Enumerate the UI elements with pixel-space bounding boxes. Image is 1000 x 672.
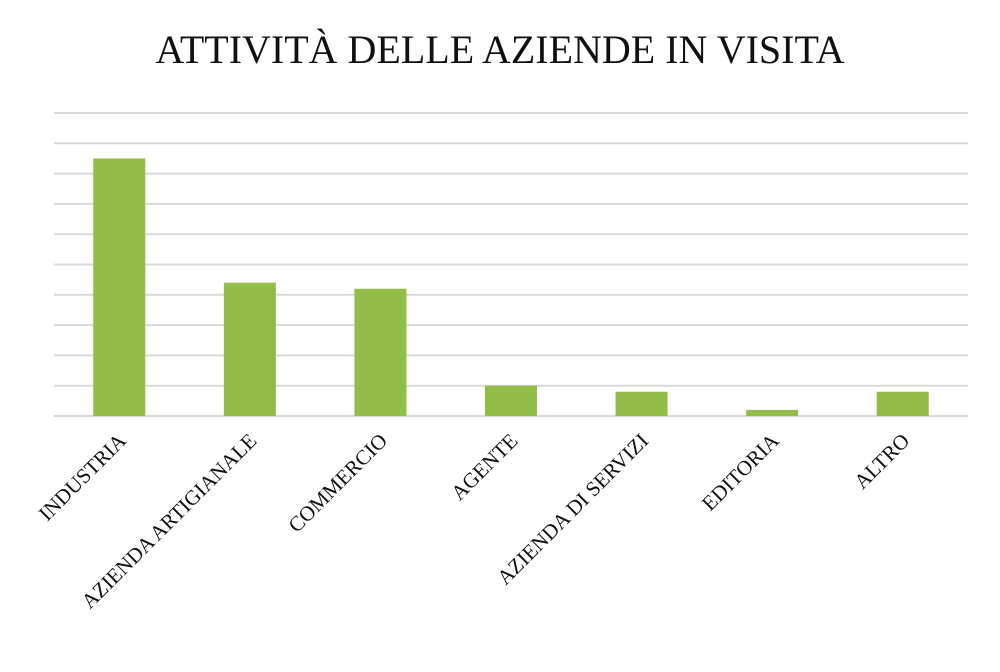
bar	[223, 282, 276, 416]
bar	[615, 391, 668, 416]
x-tick-label: COMMERCIO	[283, 429, 392, 538]
chart-title: ATTIVITÀ DELLE AZIENDE IN VISITA	[155, 27, 844, 72]
bar	[746, 409, 799, 416]
x-tick-label: EDITORIA	[697, 428, 784, 515]
x-tick-label: AZIENDA DI SERVIZI	[492, 429, 653, 590]
x-tick-label: INDUSTRIA	[34, 428, 132, 526]
bar	[354, 288, 407, 416]
x-tick-label: ALTRO	[849, 429, 914, 494]
x-tick-label: AGENTE	[446, 429, 522, 505]
bar	[876, 391, 929, 416]
bar	[93, 158, 146, 416]
bar	[485, 385, 537, 416]
